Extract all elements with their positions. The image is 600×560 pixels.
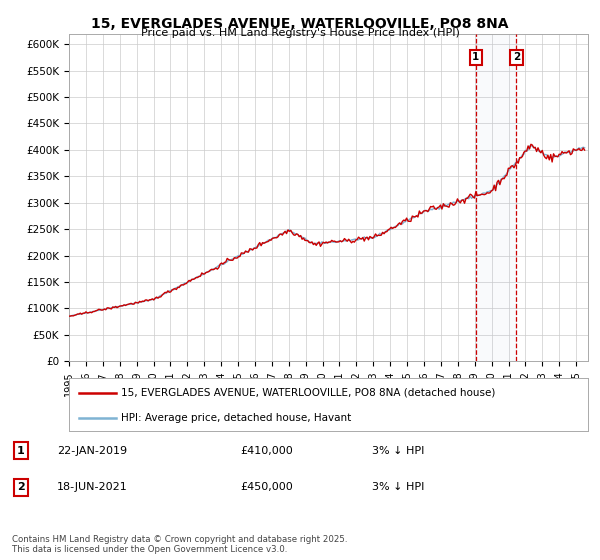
Text: 1: 1 bbox=[17, 446, 25, 456]
Text: 15, EVERGLADES AVENUE, WATERLOOVILLE, PO8 8NA (detached house): 15, EVERGLADES AVENUE, WATERLOOVILLE, PO… bbox=[121, 388, 495, 398]
Text: 22-JAN-2019: 22-JAN-2019 bbox=[57, 446, 127, 456]
Text: 3% ↓ HPI: 3% ↓ HPI bbox=[372, 482, 424, 492]
Text: 18-JUN-2021: 18-JUN-2021 bbox=[57, 482, 128, 492]
Bar bbox=[476, 34, 517, 361]
Text: 2: 2 bbox=[513, 53, 520, 62]
Text: 1: 1 bbox=[472, 53, 479, 62]
Text: Price paid vs. HM Land Registry's House Price Index (HPI): Price paid vs. HM Land Registry's House … bbox=[140, 28, 460, 38]
Text: £410,000: £410,000 bbox=[240, 446, 293, 456]
Text: £450,000: £450,000 bbox=[240, 482, 293, 492]
Text: 3% ↓ HPI: 3% ↓ HPI bbox=[372, 446, 424, 456]
Text: HPI: Average price, detached house, Havant: HPI: Average price, detached house, Hava… bbox=[121, 413, 351, 423]
Text: 2: 2 bbox=[17, 482, 25, 492]
Text: Contains HM Land Registry data © Crown copyright and database right 2025.
This d: Contains HM Land Registry data © Crown c… bbox=[12, 535, 347, 554]
Text: 15, EVERGLADES AVENUE, WATERLOOVILLE, PO8 8NA: 15, EVERGLADES AVENUE, WATERLOOVILLE, PO… bbox=[91, 17, 509, 31]
